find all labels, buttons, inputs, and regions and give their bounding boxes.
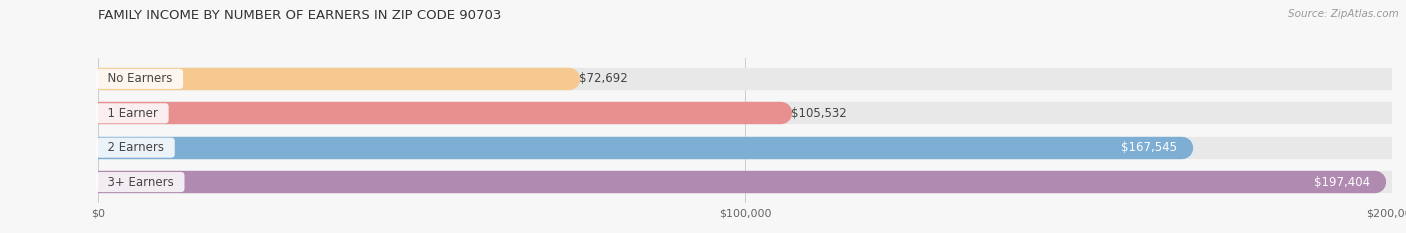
Text: $105,532: $105,532 (792, 107, 846, 120)
Text: $167,545: $167,545 (1121, 141, 1177, 154)
Text: 1 Earner: 1 Earner (100, 107, 165, 120)
Text: No Earners: No Earners (100, 72, 180, 85)
Text: Source: ZipAtlas.com: Source: ZipAtlas.com (1288, 9, 1399, 19)
Text: 2 Earners: 2 Earners (100, 141, 172, 154)
Text: $72,692: $72,692 (579, 72, 627, 85)
Text: $197,404: $197,404 (1313, 176, 1369, 188)
Text: FAMILY INCOME BY NUMBER OF EARNERS IN ZIP CODE 90703: FAMILY INCOME BY NUMBER OF EARNERS IN ZI… (98, 9, 502, 22)
Text: 3+ Earners: 3+ Earners (100, 176, 181, 188)
